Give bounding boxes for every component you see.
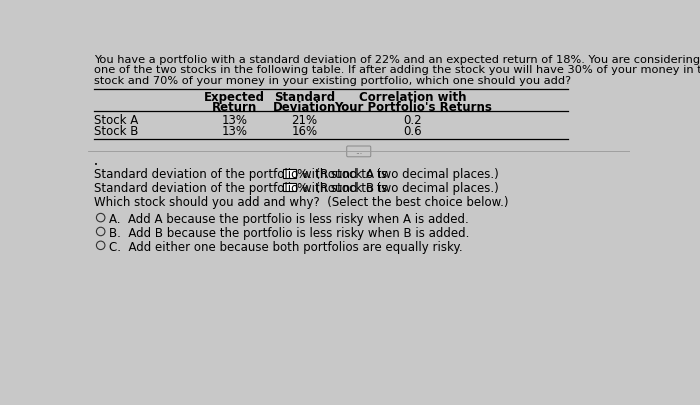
Bar [283, 183, 296, 192]
Text: B.  Add B because the portfolio is less risky when B is added.: B. Add B because the portfolio is less r… [108, 227, 469, 240]
Text: 16%: 16% [291, 125, 318, 138]
Text: Standard: Standard [274, 92, 335, 104]
Text: one of the two stocks in the following table. If after adding the stock you will: one of the two stocks in the following t… [94, 65, 700, 75]
Text: 0.6: 0.6 [404, 125, 422, 138]
Text: Stock A: Stock A [94, 115, 138, 128]
Text: Your Portfolio's Returns: Your Portfolio's Returns [334, 100, 492, 113]
Circle shape [97, 241, 105, 249]
Text: A.  Add A because the portfolio is less risky when A is added.: A. Add A because the portfolio is less r… [108, 213, 468, 226]
Text: %. (Round to two decimal places.): %. (Round to two decimal places.) [298, 182, 499, 195]
Text: Standard deviation of the portfolio with stock B is: Standard deviation of the portfolio with… [94, 182, 387, 195]
Text: •: • [94, 162, 98, 168]
Text: Stock B: Stock B [94, 125, 138, 138]
Circle shape [97, 227, 105, 236]
Text: C.  Add either one because both portfolios are equally risky.: C. Add either one because both portfolio… [108, 241, 463, 254]
Text: ...: ... [355, 147, 363, 156]
Text: Return: Return [212, 100, 258, 113]
Text: %. (Round to two decimal places.): %. (Round to two decimal places.) [298, 168, 499, 181]
Text: You have a portfolio with a standard deviation of 22% and an expected return of : You have a portfolio with a standard dev… [94, 55, 700, 65]
Text: Correlation with: Correlation with [359, 92, 467, 104]
Text: 0.2: 0.2 [404, 115, 422, 128]
Text: 13%: 13% [222, 115, 248, 128]
Text: Deviation: Deviation [273, 100, 336, 113]
Text: Which stock should you add and why?  (Select the best choice below.): Which stock should you add and why? (Sel… [94, 196, 508, 209]
Bar [283, 169, 296, 177]
Text: 13%: 13% [222, 125, 248, 138]
Text: Expected: Expected [204, 92, 265, 104]
Circle shape [97, 213, 105, 222]
Text: 21%: 21% [291, 115, 318, 128]
Text: stock and 70% of your money in your existing portfolio, which one should you add: stock and 70% of your money in your exis… [94, 76, 570, 85]
Text: Standard deviation of the portfolio with stock A is: Standard deviation of the portfolio with… [94, 168, 387, 181]
FancyBboxPatch shape [346, 146, 371, 157]
